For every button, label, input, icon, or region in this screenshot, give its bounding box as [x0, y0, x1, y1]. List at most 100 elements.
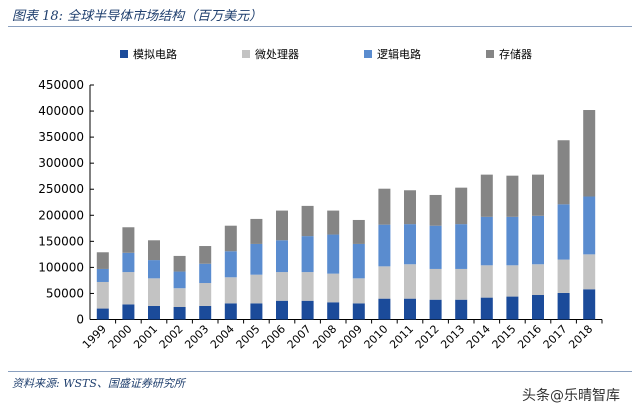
legend-label: 模拟电路 [133, 47, 177, 61]
bar-2017-微处理器 [557, 259, 570, 293]
bar-2013-存储器 [455, 187, 468, 225]
bar-2011-模拟电路 [404, 298, 416, 320]
y-tick-label: 100000 [38, 260, 84, 274]
bar-2016-逻辑电路 [532, 215, 544, 265]
bar-1999-逻辑电路 [96, 268, 109, 282]
legend-swatch [242, 50, 250, 58]
bar-2011-存储器 [404, 190, 416, 225]
bar-2008-微处理器 [327, 273, 340, 303]
bar-2016-存储器 [532, 174, 544, 216]
bar-2015-模拟电路 [506, 296, 519, 320]
x-tick-label: 2007 [285, 322, 314, 351]
bar-2017-存储器 [557, 140, 570, 205]
watermark: 头条@乐晴智库 [522, 388, 620, 404]
x-tick-label: 2016 [515, 322, 544, 351]
bar-2016-微处理器 [532, 264, 544, 296]
bar-2009-存储器 [352, 219, 365, 244]
bar-2000-存储器 [122, 227, 135, 253]
bar-2002-存储器 [173, 255, 186, 272]
source-note: 资料来源: WSTS、国盛证券研究所 [12, 377, 185, 390]
bar-2007-模拟电路 [301, 300, 314, 320]
bar-2009-微处理器 [352, 278, 365, 304]
bar-2010-存储器 [378, 188, 391, 225]
bar-2000-微处理器 [122, 272, 135, 305]
bar-2015-逻辑电路 [506, 216, 519, 266]
y-tick-label: 50000 [46, 286, 84, 300]
y-tick-label: 400000 [38, 104, 84, 118]
bar-2017-逻辑电路 [557, 204, 570, 260]
y-tick-label: 150000 [38, 234, 84, 248]
bar-2001-逻辑电路 [148, 260, 160, 279]
bar-2008-存储器 [327, 210, 340, 235]
bar-2014-微处理器 [480, 265, 493, 298]
x-tick-label: 2010 [362, 322, 391, 351]
x-tick-label: 1999 [80, 322, 109, 351]
bar-2018-存储器 [583, 110, 596, 197]
x-tick-label: 2005 [234, 322, 263, 351]
y-tick-label: 350000 [38, 130, 84, 144]
x-tick-label: 2006 [259, 322, 288, 351]
y-tick-label: 450000 [38, 78, 84, 92]
y-tick-label: 0 [76, 313, 84, 327]
bar-2004-模拟电路 [224, 303, 237, 320]
bar-2006-微处理器 [276, 272, 288, 301]
y-tick-label: 200000 [38, 208, 84, 222]
bar-2008-模拟电路 [327, 302, 340, 320]
bar-2005-存储器 [250, 218, 263, 244]
bar-2018-模拟电路 [583, 289, 596, 320]
bar-2018-微处理器 [583, 254, 596, 290]
bar-2002-微处理器 [173, 288, 186, 307]
bar-2010-微处理器 [378, 266, 391, 299]
legend-swatch [364, 50, 372, 58]
y-tick-label: 300000 [38, 156, 84, 170]
legend-swatch [486, 50, 494, 58]
x-tick-label: 2004 [208, 322, 237, 351]
bar-2010-逻辑电路 [378, 224, 391, 267]
bar-2013-模拟电路 [455, 299, 468, 320]
bar-2012-微处理器 [429, 268, 442, 300]
source-divider [8, 371, 632, 372]
bar-2000-逻辑电路 [122, 252, 135, 273]
x-tick-label: 2018 [566, 322, 595, 351]
bar-2001-存储器 [148, 240, 160, 261]
bar-1999-存储器 [96, 252, 109, 269]
x-tick-label: 2011 [387, 322, 416, 351]
bar-2005-模拟电路 [250, 303, 263, 320]
bar-2002-模拟电路 [173, 306, 186, 320]
bar-2001-微处理器 [148, 278, 160, 306]
bar-2006-存储器 [276, 210, 288, 241]
bar-2003-模拟电路 [199, 305, 212, 320]
x-tick-label: 2017 [541, 322, 570, 351]
legend-label: 存储器 [499, 47, 532, 61]
bar-2005-逻辑电路 [250, 243, 263, 275]
bar-2006-模拟电路 [276, 300, 288, 320]
y-tick-label: 250000 [38, 182, 84, 196]
bar-2000-模拟电路 [122, 304, 135, 320]
bar-2005-微处理器 [250, 274, 263, 304]
x-tick-label: 2015 [490, 322, 519, 351]
bar-2008-逻辑电路 [327, 234, 340, 274]
bar-2004-存储器 [224, 225, 237, 252]
bar-2014-逻辑电路 [480, 216, 493, 266]
bar-2014-模拟电路 [480, 297, 493, 320]
bar-2018-逻辑电路 [583, 196, 596, 255]
x-tick-label: 2001 [131, 322, 160, 351]
bar-2011-逻辑电路 [404, 224, 416, 265]
x-tick-label: 2013 [438, 322, 467, 351]
bar-2007-存储器 [301, 205, 314, 237]
bar-2014-存储器 [480, 174, 493, 217]
bar-2001-模拟电路 [148, 305, 160, 320]
legend-label: 逻辑电路 [377, 47, 421, 61]
x-tick-label: 2012 [413, 322, 442, 351]
legend-swatch [120, 50, 128, 58]
bar-2003-存储器 [199, 246, 212, 264]
x-tick-label: 2003 [182, 322, 211, 351]
bar-2004-微处理器 [224, 277, 237, 304]
bar-1999-微处理器 [96, 281, 109, 309]
bar-2003-微处理器 [199, 283, 212, 306]
bar-2009-模拟电路 [352, 303, 365, 320]
bar-2003-逻辑电路 [199, 263, 212, 284]
bar-2012-存储器 [429, 194, 442, 226]
bar-2007-微处理器 [301, 272, 314, 301]
bar-2016-模拟电路 [532, 295, 544, 320]
